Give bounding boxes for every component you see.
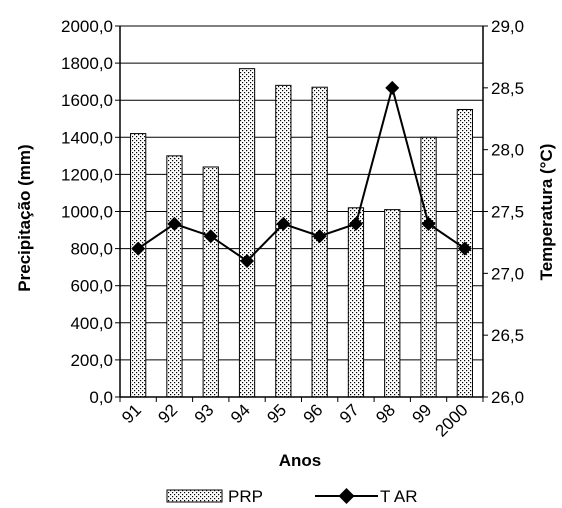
point-t-ar-96 <box>312 229 327 244</box>
bar-prp-98 <box>384 209 401 398</box>
point-t-ar-94 <box>240 253 255 268</box>
bar-prp-92 <box>166 155 183 398</box>
left-tick-label: 1000,0 <box>61 203 113 222</box>
point-t-ar-97 <box>348 216 363 231</box>
bar-prp-97 <box>347 207 365 398</box>
x-tick-label-97: 97 <box>336 400 363 427</box>
right-axis-title: Temperatura (°C) <box>537 144 556 281</box>
legend-swatch-prp <box>166 489 223 503</box>
x-tick-label-92: 92 <box>154 400 181 427</box>
point-t-ar-93 <box>203 229 218 244</box>
bar-prp-93 <box>202 166 219 398</box>
bar-prp-91 <box>130 133 147 398</box>
x-axis-title: Anos <box>279 451 322 470</box>
point-t-ar-2000 <box>457 241 472 256</box>
right-tick-label: 29,0 <box>491 17 524 36</box>
right-tick-label: 26,0 <box>491 388 524 407</box>
point-t-ar-99 <box>421 216 436 231</box>
left-tick-label: 400,0 <box>70 314 113 333</box>
left-tick-label: 800,0 <box>70 240 113 259</box>
x-tick-label-93: 93 <box>191 400 218 427</box>
left-tick-label: 1200,0 <box>61 165 113 184</box>
left-tick-label: 600,0 <box>70 277 113 296</box>
x-tick-label-95: 95 <box>263 400 290 427</box>
x-tick-label-98: 98 <box>372 400 399 427</box>
right-tick-label: 28,0 <box>491 141 524 160</box>
legend-marker-t-ar <box>338 488 355 504</box>
x-tick-label-99: 99 <box>409 400 436 427</box>
bar-prp-95 <box>275 84 292 398</box>
bar-prp-94 <box>238 68 256 398</box>
legend-label-prp: PRP <box>228 487 263 506</box>
left-axis-ticks: 0,0 200,0 400,0 600,0 800,0 1000,0 1200,0 1400,… <box>61 17 120 407</box>
point-t-ar-98 <box>385 80 400 95</box>
left-tick-label: 1400,0 <box>61 128 113 147</box>
point-t-ar-95 <box>276 216 291 231</box>
x-tick-label-91: 91 <box>118 400 145 427</box>
right-tick-label: 27,5 <box>491 203 524 222</box>
right-tick-label: 28,5 <box>491 79 524 98</box>
point-t-ar-91 <box>131 241 146 256</box>
x-tick-label-96: 96 <box>300 400 327 427</box>
line-t-ar <box>131 80 472 268</box>
right-tick-label: 27,0 <box>491 264 524 283</box>
bars-prp <box>130 68 473 398</box>
legend-label-t-ar: T AR <box>380 487 417 506</box>
right-axis-ticks: 26,0 26,5 27,0 27,5 28,0 28,5 29,0 <box>483 17 524 407</box>
legend: PRP T AR <box>166 487 417 506</box>
left-tick-label: 2000,0 <box>61 17 113 36</box>
bar-prp-99 <box>420 136 437 398</box>
left-tick-label: 1600,0 <box>61 91 113 110</box>
left-tick-label: 1800,0 <box>61 54 113 73</box>
left-axis-title: Precipitação (mm) <box>15 144 34 291</box>
line-t-ar-path <box>137 83 466 263</box>
x-tick-label-94: 94 <box>227 400 254 427</box>
point-t-ar-92 <box>167 216 182 231</box>
left-tick-label: 200,0 <box>70 351 113 370</box>
left-tick-label: 0,0 <box>89 388 113 407</box>
right-tick-label: 26,5 <box>491 326 524 345</box>
x-tick-label-2000: 2000 <box>431 400 471 440</box>
